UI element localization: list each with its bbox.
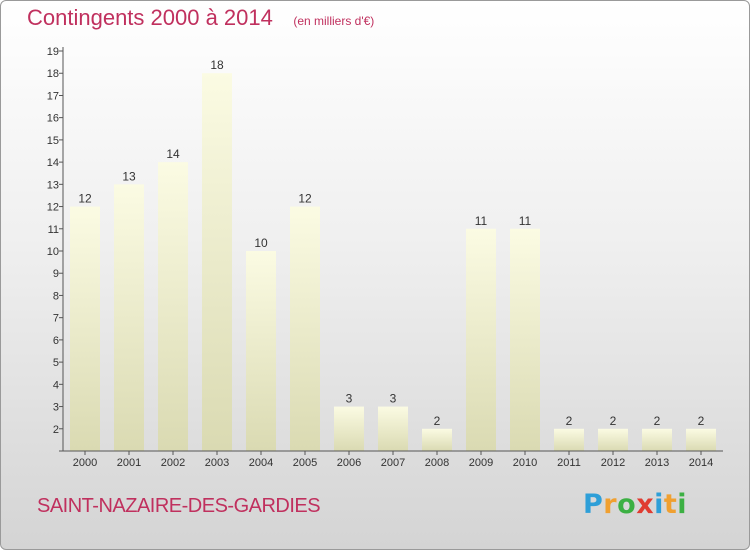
commune-name: SAINT-NAZAIRE-DES-GARDIES: [37, 495, 321, 517]
bar-value-label: 12: [298, 192, 312, 206]
bar-value-label: 2: [566, 414, 573, 428]
y-tick-label: 5: [53, 357, 59, 369]
bar-value-label: 14: [166, 147, 180, 161]
bar: [70, 206, 100, 451]
bar: [378, 406, 408, 451]
bar: [114, 184, 144, 452]
x-tick-label: 2010: [513, 457, 537, 469]
chart-title: Contingents 2000 à 2014: [27, 5, 273, 30]
labels-layer: 2 3 4 5 6 7 8 9 10 11 12 13 14 15 16 17 18 19 12 2000 13 2001…: [47, 46, 713, 469]
bar: [510, 228, 540, 451]
y-tick-label: 12: [47, 202, 59, 214]
bar-value-label: 2: [654, 414, 661, 428]
x-tick-label: 2014: [689, 457, 713, 469]
x-tick-label: 2006: [337, 457, 361, 469]
y-tick-label: 15: [47, 135, 59, 147]
title-row: Contingents 2000 à 2014 (en milliers d'€…: [27, 5, 374, 31]
bar-value-label: 3: [346, 392, 353, 406]
bar: [466, 228, 496, 451]
y-tick-label: 8: [53, 290, 59, 302]
logo-letter: i: [677, 489, 688, 520]
logo-letter: i: [654, 489, 664, 520]
y-tick-label: 9: [53, 268, 59, 280]
y-tick-label: 11: [48, 224, 59, 236]
bar-value-label: 12: [78, 192, 92, 206]
bar-value-label: 10: [254, 236, 268, 250]
logo-letter: r: [603, 489, 618, 520]
bar-value-label: 11: [519, 214, 532, 228]
bar: [554, 428, 584, 451]
bar: [158, 162, 188, 451]
bar-value-label: 11: [475, 214, 488, 228]
y-tick-label: 7: [53, 313, 59, 325]
y-tick-label: 6: [53, 335, 59, 347]
x-tick-label: 2012: [601, 457, 625, 469]
bar-value-label: 2: [610, 414, 617, 428]
y-tick-label: 3: [53, 402, 59, 414]
y-tick-label: 19: [47, 46, 59, 58]
bar: [290, 206, 320, 451]
x-tick-label: 2003: [205, 457, 229, 469]
y-tick-label: 2: [53, 424, 59, 436]
bar-value-label: 2: [698, 414, 705, 428]
x-tick-label: 2008: [425, 457, 449, 469]
bar-value-label: 2: [434, 414, 441, 428]
x-tick-label: 2005: [293, 457, 317, 469]
x-tick-label: 2011: [557, 457, 581, 469]
y-tick-label: 14: [47, 157, 59, 169]
x-tick-label: 2013: [645, 457, 669, 469]
y-tick-label: 18: [47, 68, 59, 80]
bar: [246, 251, 276, 451]
bar-value-label: 18: [210, 58, 224, 72]
x-tick-label: 2000: [73, 457, 97, 469]
y-tick-label: 4: [53, 379, 59, 391]
bar: [202, 73, 232, 451]
bar-value-label: 13: [122, 169, 136, 183]
y-tick-label: 17: [47, 90, 59, 102]
bar: [642, 428, 672, 451]
bar: [334, 406, 364, 451]
bars-layer: [70, 73, 716, 452]
logo-letter: P: [583, 489, 604, 520]
x-tick-label: 2007: [381, 457, 405, 469]
chart-subtitle: (en milliers d'€): [293, 14, 375, 28]
x-tick-label: 2002: [161, 457, 185, 469]
y-tick-label: 13: [47, 179, 59, 191]
logo-letter: t: [663, 489, 678, 520]
bar: [598, 428, 628, 451]
y-tick-label: 16: [47, 113, 59, 125]
proxiti-logo[interactable]: Proxiti: [583, 489, 687, 520]
bar-value-label: 3: [390, 392, 397, 406]
y-tick-label: 10: [47, 246, 59, 258]
axes-layer: [59, 47, 723, 455]
bar: [686, 428, 716, 451]
logo-letter: o: [617, 489, 637, 520]
bar: [422, 428, 452, 451]
x-tick-label: 2001: [117, 457, 141, 469]
logo-letter: x: [636, 489, 655, 520]
x-tick-label: 2009: [469, 457, 493, 469]
x-tick-label: 2004: [249, 457, 273, 469]
